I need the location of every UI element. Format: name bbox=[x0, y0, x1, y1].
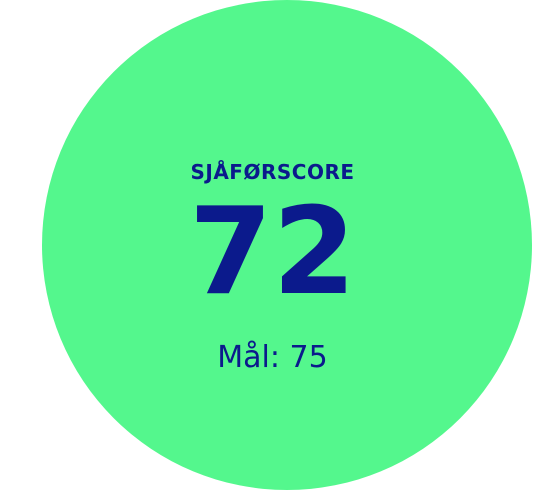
score-title: SJÅFØRSCORE bbox=[190, 160, 355, 184]
score-circle bbox=[42, 0, 532, 490]
score-goal: Mål: 75 bbox=[217, 340, 328, 375]
score-value: 72 bbox=[189, 183, 356, 322]
